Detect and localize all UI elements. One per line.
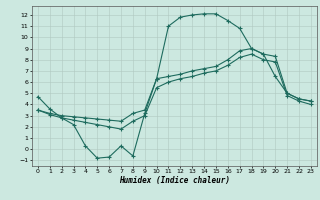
X-axis label: Humidex (Indice chaleur): Humidex (Indice chaleur) — [119, 176, 230, 185]
